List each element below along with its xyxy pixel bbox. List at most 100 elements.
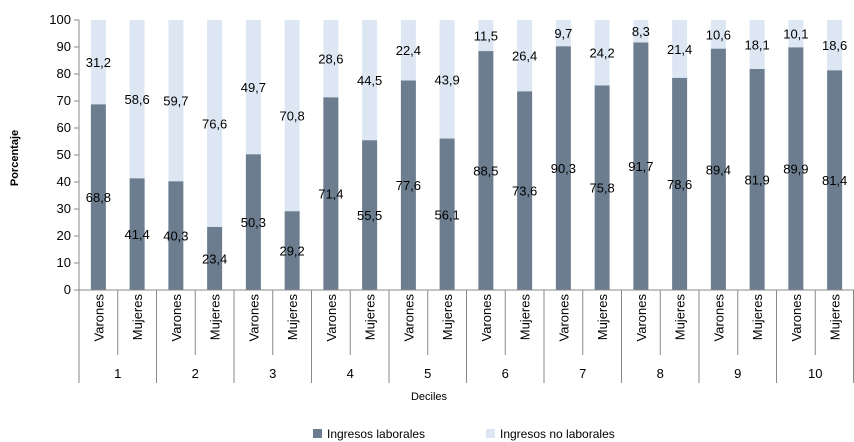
- data-label-ingresos-laborales: 68,8: [86, 190, 111, 205]
- x-group-label: 4: [347, 366, 354, 381]
- bar-ingresos-no-laborales: [788, 20, 804, 48]
- x-group-label: 2: [192, 366, 199, 381]
- data-label-ingresos-laborales: 89,9: [783, 162, 808, 177]
- y-tick-label: 100: [49, 12, 71, 27]
- bar-ingresos-laborales: [284, 211, 300, 290]
- bar-ingresos-no-laborales: [555, 20, 571, 47]
- bar-ingresos-laborales: [672, 77, 688, 290]
- bar-ingresos-no-laborales: [323, 20, 339, 98]
- x-group-label: 1: [114, 366, 121, 381]
- x-subcategory-label: Varones: [324, 294, 339, 342]
- x-group-label: 7: [579, 366, 586, 381]
- x-subcategory-label: Varones: [169, 294, 184, 342]
- bars: [90, 20, 843, 291]
- bar-ingresos-no-laborales: [827, 20, 843, 71]
- data-label-ingresos-laborales: 56,1: [434, 207, 459, 222]
- x-subcategory-label: Varones: [789, 294, 804, 342]
- data-label-ingresos-no-laborales: 11,5: [474, 29, 498, 44]
- x-subcategory-label: Mujeres: [208, 294, 223, 341]
- data-label-ingresos-no-laborales: 10,6: [706, 27, 731, 42]
- bar-ingresos-laborales: [129, 178, 145, 290]
- x-subcategory-label: Mujeres: [595, 294, 610, 341]
- bar-ingresos-no-laborales: [749, 20, 765, 69]
- bar-ingresos-laborales: [594, 85, 610, 290]
- x-subcategory-label: Varones: [711, 294, 726, 342]
- bar-ingresos-no-laborales: [207, 20, 223, 227]
- legend: Ingresos laborales Ingresos no laborales: [313, 427, 615, 441]
- bar-ingresos-laborales: [478, 51, 494, 290]
- bar-ingresos-no-laborales: [672, 20, 688, 78]
- bar-ingresos-laborales: [168, 181, 184, 290]
- data-label-ingresos-laborales: 78,6: [667, 177, 692, 192]
- data-label-ingresos-laborales: 77,6: [396, 178, 421, 193]
- bar-ingresos-no-laborales: [245, 20, 261, 155]
- bar-ingresos-laborales: [633, 42, 649, 290]
- x-subcategory-label: Varones: [91, 294, 106, 342]
- data-label-ingresos-no-laborales: 58,6: [124, 92, 149, 107]
- bar-ingresos-laborales: [749, 68, 765, 291]
- data-label-ingresos-no-laborales: 9,7: [554, 26, 572, 41]
- bar-ingresos-laborales: [788, 47, 804, 290]
- x-group-label: 6: [502, 366, 509, 381]
- data-label-ingresos-no-laborales: 10,1: [783, 27, 808, 42]
- bar-ingresos-no-laborales: [90, 20, 106, 105]
- x-subcategory-label: Varones: [634, 294, 649, 342]
- y-tick-label: 80: [57, 66, 71, 81]
- y-tick-label: 10: [57, 255, 71, 270]
- y-tick-label: 30: [57, 201, 71, 216]
- bar-ingresos-laborales: [517, 91, 533, 290]
- data-label-ingresos-laborales: 91,7: [628, 159, 653, 174]
- y-tick-label: 90: [57, 39, 71, 54]
- bar-ingresos-no-laborales: [439, 20, 455, 139]
- y-axis-title: Porcentaje: [9, 130, 21, 186]
- x-subcategory-label: Varones: [479, 294, 494, 342]
- bar-ingresos-laborales: [207, 226, 223, 290]
- data-label-ingresos-no-laborales: 26,4: [512, 49, 537, 64]
- legend-label-ingresos-laborales: Ingresos laborales: [327, 427, 425, 441]
- x-subcategory-label: Mujeres: [750, 294, 765, 341]
- data-label-ingresos-laborales: 50,3: [241, 215, 266, 230]
- bar-ingresos-no-laborales: [362, 20, 378, 141]
- data-label-ingresos-laborales: 55,5: [357, 208, 382, 223]
- y-axis: 0 10 20 30 40 50 60 70 80 90 100: [49, 12, 80, 297]
- bar-ingresos-laborales: [827, 70, 843, 290]
- data-label-ingresos-no-laborales: 8,3: [632, 24, 650, 39]
- bar-ingresos-no-laborales: [478, 20, 494, 52]
- x-group-label: 5: [424, 366, 431, 381]
- bar-ingresos-no-laborales: [594, 20, 610, 86]
- bar-ingresos-laborales: [323, 97, 339, 290]
- data-label-ingresos-no-laborales: 24,2: [589, 46, 614, 61]
- x-group-label: 9: [734, 366, 741, 381]
- y-tick-label: 50: [57, 147, 71, 162]
- data-label-ingresos-laborales: 88,5: [473, 164, 498, 179]
- y-tick-label: 60: [57, 120, 71, 135]
- bar-ingresos-no-laborales: [517, 20, 533, 92]
- data-label-ingresos-no-laborales: 49,7: [241, 80, 266, 95]
- data-label-ingresos-laborales: 73,6: [512, 184, 537, 199]
- bar-ingresos-no-laborales: [633, 20, 649, 43]
- x-subcategory-label: Varones: [401, 294, 416, 342]
- x-subcategory-label: Mujeres: [828, 294, 843, 341]
- data-label-ingresos-no-laborales: 28,6: [318, 52, 343, 67]
- data-label-ingresos-no-laborales: 59,7: [163, 94, 188, 109]
- x-subcategory-label: Mujeres: [130, 294, 145, 341]
- x-subcategory-label: Mujeres: [518, 294, 533, 341]
- data-labels: 68,8 31,2 41,4 58,6 40,3 59,7 23,4 76,6 50,3 49,7…: [86, 24, 848, 266]
- bar-ingresos-laborales: [710, 48, 726, 291]
- x-group-label: 8: [657, 366, 664, 381]
- data-label-ingresos-laborales: 41,4: [124, 227, 149, 242]
- bar-ingresos-laborales: [362, 140, 378, 290]
- x-group-label: 3: [269, 366, 276, 381]
- data-label-ingresos-no-laborales: 18,6: [822, 38, 847, 53]
- data-label-ingresos-no-laborales: 43,9: [434, 72, 459, 87]
- bar-ingresos-no-laborales: [400, 20, 416, 81]
- data-label-ingresos-laborales: 81,4: [822, 173, 847, 188]
- bar-ingresos-laborales: [439, 138, 455, 290]
- y-tick-label: 20: [57, 228, 71, 243]
- data-label-ingresos-no-laborales: 76,6: [202, 116, 227, 131]
- data-label-ingresos-laborales: 75,8: [589, 181, 614, 196]
- data-label-ingresos-no-laborales: 31,2: [86, 55, 111, 70]
- bar-ingresos-no-laborales: [129, 20, 145, 179]
- data-label-ingresos-laborales: 90,3: [551, 161, 576, 176]
